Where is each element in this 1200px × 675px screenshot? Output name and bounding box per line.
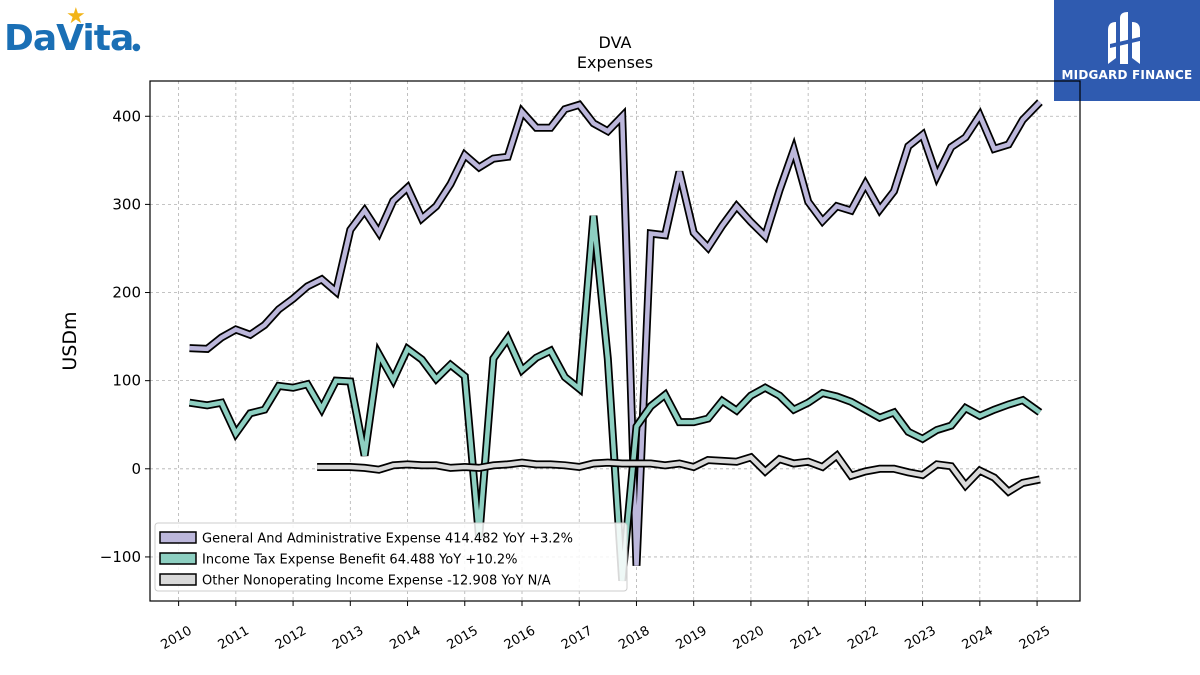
midgard-m-icon bbox=[1108, 12, 1144, 64]
midgard-badge-label: MIDGARD FINANCE bbox=[1061, 68, 1193, 82]
y-tick-label: 200 bbox=[112, 284, 141, 302]
series-line bbox=[317, 452, 1041, 495]
x-tick-label: 2013 bbox=[330, 623, 366, 653]
x-tick-label: 2018 bbox=[616, 623, 652, 653]
legend-entry: Income Tax Expense Benefit 64.488 YoY +1… bbox=[202, 553, 517, 568]
x-tick-label: 2011 bbox=[216, 623, 252, 653]
x-tick-label: 2014 bbox=[387, 623, 423, 653]
star-icon: ★ bbox=[66, 4, 86, 29]
legend: General And Administrative Expense 414.4… bbox=[154, 522, 628, 592]
x-tick-label: 2010 bbox=[158, 623, 194, 653]
series-1 bbox=[189, 99, 1043, 566]
y-tick-label: 400 bbox=[112, 107, 141, 125]
series-layer bbox=[188, 99, 1043, 582]
x-tick-label: 2015 bbox=[445, 623, 481, 653]
legend-swatch bbox=[159, 573, 197, 586]
legend-swatch bbox=[159, 531, 197, 544]
y-axis: −100 0 100 200 300 400 bbox=[100, 107, 150, 566]
series-line bbox=[189, 100, 1042, 566]
series-line bbox=[189, 215, 1042, 581]
legend-entry: General And Administrative Expense 414.4… bbox=[202, 532, 573, 547]
series-2 bbox=[188, 215, 1043, 582]
x-tick-label: 2023 bbox=[902, 623, 938, 653]
registered-mark-icon: ● bbox=[132, 42, 141, 53]
chart-title: DVA bbox=[599, 33, 632, 52]
legend-box bbox=[154, 522, 628, 592]
x-tick-label: 2017 bbox=[559, 623, 595, 653]
x-tick-label: 2016 bbox=[502, 623, 538, 653]
chart-subtitle: Expenses bbox=[577, 53, 653, 72]
davita-logo-text: DaVita bbox=[4, 18, 134, 59]
x-tick-label: 2019 bbox=[674, 623, 710, 653]
legend-swatch bbox=[159, 552, 197, 565]
y-axis-label: USDm bbox=[59, 311, 81, 370]
plot-frame bbox=[149, 80, 1081, 602]
x-tick-label: 2025 bbox=[1017, 623, 1053, 653]
series-3 bbox=[317, 449, 1041, 497]
y-tick-label: −100 bbox=[100, 548, 141, 566]
x-tick-label: 2012 bbox=[273, 623, 309, 653]
davita-logo: DaVita ★ ● bbox=[4, 4, 144, 62]
y-tick-label: 300 bbox=[112, 195, 141, 213]
x-tick-label: 2024 bbox=[960, 623, 996, 653]
x-tick-label: 2021 bbox=[788, 623, 824, 653]
y-tick-label: 0 bbox=[131, 460, 141, 478]
x-axis: 2010 2011 2012 2013 2014 2015 2016 2017 2018 2019… bbox=[158, 601, 1053, 653]
series-line-outline bbox=[317, 449, 1041, 497]
midgard-finance-badge: MIDGARD FINANCE bbox=[1054, 0, 1200, 101]
y-tick-label: 100 bbox=[112, 372, 141, 390]
x-tick-label: 2022 bbox=[845, 623, 881, 653]
x-tick-label: 2020 bbox=[731, 623, 767, 653]
legend-entry: Other Nonoperating Income Expense -12.90… bbox=[202, 574, 551, 589]
